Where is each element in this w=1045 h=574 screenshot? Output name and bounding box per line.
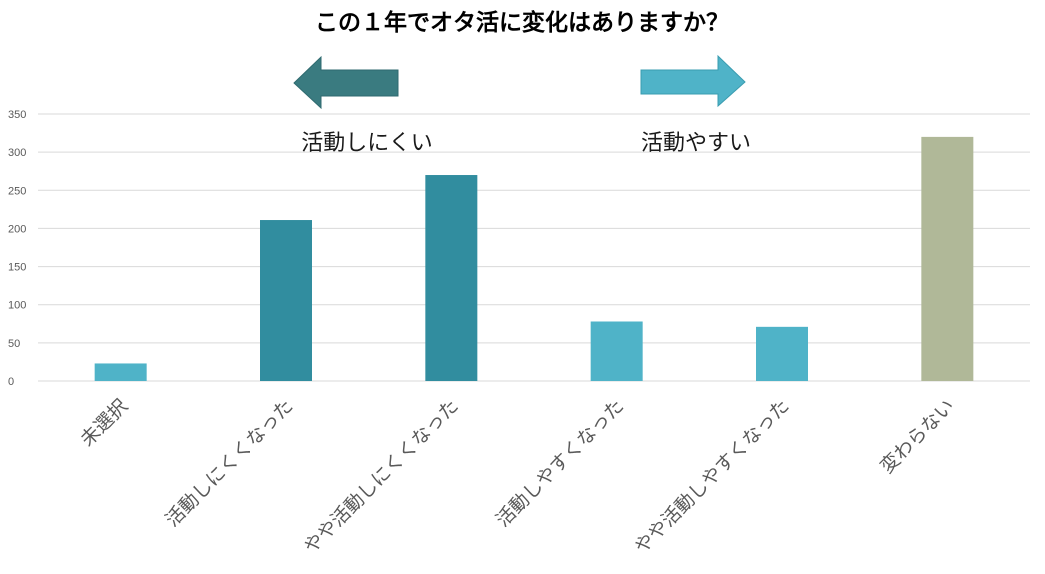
x-tick-label: 活動しやすくなった: [492, 395, 628, 531]
bar: [590, 321, 643, 381]
x-tick-label: やや活動しやすくなった: [630, 395, 793, 558]
y-tick-label: 50: [8, 338, 20, 350]
bar: [756, 326, 808, 381]
x-tick-label: やや活動しにくくなった: [300, 395, 463, 558]
left-arrow-icon: [293, 55, 399, 110]
bar: [94, 363, 147, 381]
x-axis-ticks: 未選択 活動しにくくなった やや活動しにくくなった 活動しやすくなった やや活動しやすく…: [76, 395, 959, 558]
bars: [94, 136, 974, 381]
y-tick-label: 350: [8, 109, 26, 121]
right-arrow-icon: [640, 54, 746, 108]
y-tick-label: 150: [8, 262, 26, 274]
y-tick-label: 300: [8, 147, 26, 159]
x-tick-label: 未選択: [76, 395, 132, 451]
y-tick-label: 0: [8, 376, 14, 388]
y-tick-label: 100: [8, 300, 26, 312]
y-axis-ticks: 0 50 100 150 200 250 300 350: [8, 109, 26, 388]
bar: [921, 136, 974, 381]
right-annotation-label: 活動やすい: [641, 131, 751, 156]
x-tick-label: 活動しにくくなった: [161, 395, 297, 531]
gridlines: [38, 113, 1030, 382]
left-annotation-label: 活動しにくい: [301, 131, 433, 156]
x-tick-label: 変わらない: [876, 395, 959, 478]
chart-title: この１年でオタ活に変化はありますか？: [315, 9, 729, 36]
y-tick-label: 250: [8, 185, 26, 197]
bar: [425, 175, 478, 381]
bar: [260, 220, 312, 381]
y-tick-label: 200: [8, 223, 26, 235]
